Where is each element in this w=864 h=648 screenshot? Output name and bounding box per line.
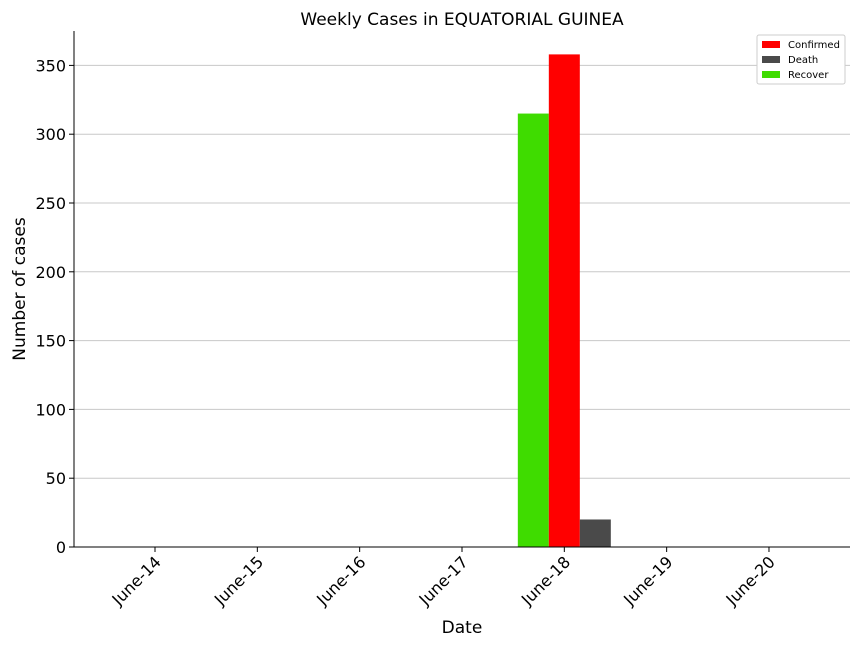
y-tick-label: 150	[35, 332, 66, 351]
x-tick-label: June-20	[722, 552, 779, 609]
y-tick-label: 0	[56, 538, 66, 557]
x-tick-label: June-16	[312, 552, 369, 609]
bar-confirmed-june-18	[548, 54, 580, 547]
legend: Confirmed Death Recover	[756, 34, 846, 85]
x-tick-label: June-15	[210, 552, 267, 609]
legend-label-confirmed: Confirmed	[788, 40, 840, 51]
axes	[73, 31, 850, 548]
grid-lines	[74, 64, 850, 479]
y-tick-label: 250	[35, 194, 66, 213]
legend-swatch-recover	[762, 71, 780, 78]
y-tick-label: 50	[46, 469, 66, 488]
x-tick-label: June-17	[415, 552, 472, 609]
legend-swatch-death	[762, 56, 780, 63]
legend-label-death: Death	[788, 55, 818, 66]
x-axis-label: Date	[442, 618, 483, 638]
x-tick-label: June-18	[517, 552, 574, 609]
bars	[517, 54, 611, 547]
y-tick-label: 300	[35, 125, 66, 144]
x-tick-label: June-19	[619, 552, 676, 609]
chart-title: Weekly Cases in EQUATORIAL GUINEA	[300, 10, 624, 30]
bar-recover-june-18	[517, 113, 549, 547]
x-ticks: June-14 June-15 June-16 June-17 June-18 June-…	[108, 547, 779, 610]
y-ticks: 0 50 100 150 200 250 300 350	[35, 56, 74, 557]
y-tick-label: 350	[35, 56, 66, 75]
bar-death-june-18	[579, 519, 611, 547]
y-tick-label: 100	[35, 400, 66, 419]
y-axis-label: Number of cases	[10, 217, 30, 361]
x-tick-label: June-14	[108, 552, 165, 609]
legend-label-recover: Recover	[788, 70, 829, 81]
legend-swatch-confirmed	[762, 41, 780, 48]
y-tick-label: 200	[35, 263, 66, 282]
